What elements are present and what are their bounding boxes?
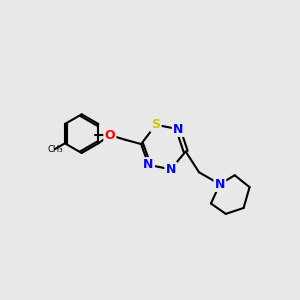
Text: N: N: [143, 158, 154, 171]
Text: N: N: [166, 163, 176, 176]
Text: N: N: [173, 123, 183, 136]
Text: N: N: [215, 178, 225, 191]
Text: S: S: [152, 118, 160, 131]
Text: CH₃: CH₃: [47, 145, 63, 154]
Text: O: O: [105, 129, 115, 142]
